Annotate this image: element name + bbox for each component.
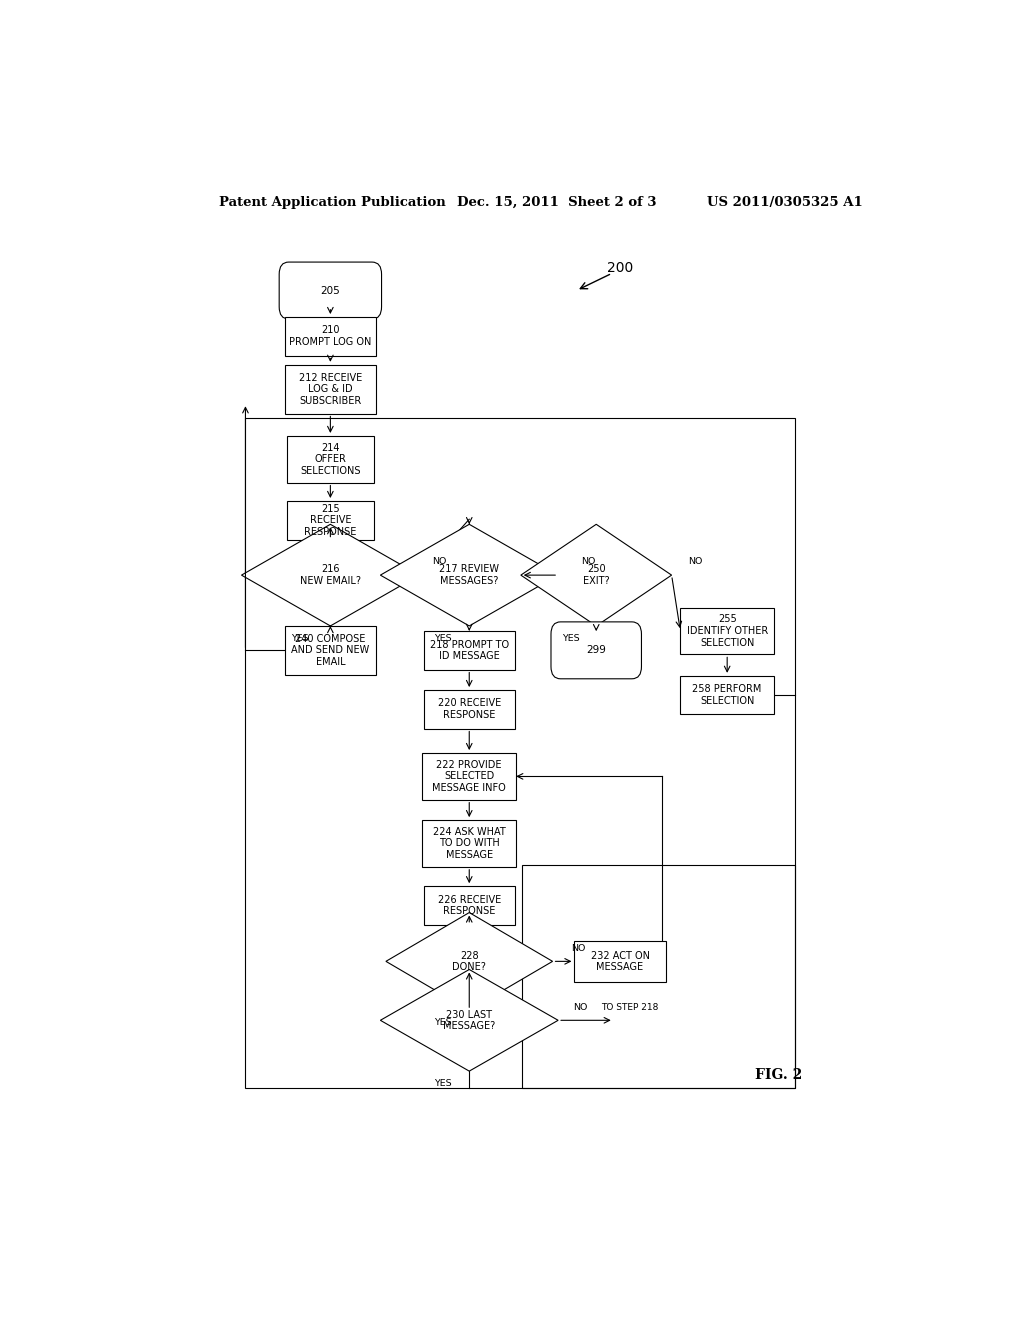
Text: 228
DONE?: 228 DONE? <box>453 950 486 972</box>
Bar <box>246 417 796 1089</box>
Polygon shape <box>386 912 553 1010</box>
Text: 299: 299 <box>587 645 606 655</box>
Text: YES: YES <box>562 634 580 643</box>
Polygon shape <box>380 524 558 626</box>
Text: 200: 200 <box>607 261 633 275</box>
Text: NO: NO <box>570 944 585 953</box>
Polygon shape <box>242 524 419 626</box>
FancyBboxPatch shape <box>680 607 774 655</box>
Text: NO: NO <box>432 557 446 566</box>
Text: NO: NO <box>573 1003 588 1011</box>
Text: 255
IDENTIFY OTHER
SELECTION: 255 IDENTIFY OTHER SELECTION <box>686 614 768 648</box>
Text: 226 RECEIVE
RESPONSE: 226 RECEIVE RESPONSE <box>437 895 501 916</box>
Text: YES: YES <box>434 634 452 643</box>
Text: NO: NO <box>581 557 596 566</box>
Text: TO STEP 218: TO STEP 218 <box>601 1003 658 1011</box>
Text: 217 REVIEW
MESSAGES?: 217 REVIEW MESSAGES? <box>439 565 500 586</box>
FancyBboxPatch shape <box>285 626 376 675</box>
Text: 216
NEW EMAIL?: 216 NEW EMAIL? <box>300 565 360 586</box>
Text: 240 COMPOSE
AND SEND NEW
EMAIL: 240 COMPOSE AND SEND NEW EMAIL <box>291 634 370 667</box>
FancyBboxPatch shape <box>424 690 515 729</box>
Text: NO: NO <box>688 557 702 566</box>
FancyBboxPatch shape <box>574 941 666 982</box>
FancyBboxPatch shape <box>551 622 641 678</box>
FancyBboxPatch shape <box>424 631 515 669</box>
Text: Dec. 15, 2011  Sheet 2 of 3: Dec. 15, 2011 Sheet 2 of 3 <box>458 195 656 209</box>
Text: 222 PROVIDE
SELECTED
MESSAGE INFO: 222 PROVIDE SELECTED MESSAGE INFO <box>432 760 506 793</box>
Polygon shape <box>380 969 558 1071</box>
FancyBboxPatch shape <box>423 752 516 800</box>
FancyBboxPatch shape <box>280 263 382 319</box>
Text: 210
PROMPT LOG ON: 210 PROMPT LOG ON <box>289 326 372 347</box>
Text: 205: 205 <box>321 285 340 296</box>
Text: YES: YES <box>434 1078 452 1088</box>
FancyBboxPatch shape <box>287 500 374 540</box>
FancyBboxPatch shape <box>285 364 376 413</box>
Text: 230 LAST
MESSAGE?: 230 LAST MESSAGE? <box>443 1010 496 1031</box>
Text: YES: YES <box>434 1018 452 1027</box>
Text: 258 PERFORM
SELECTION: 258 PERFORM SELECTION <box>692 684 762 706</box>
Text: YES: YES <box>292 634 309 643</box>
Text: 214
OFFER
SELECTIONS: 214 OFFER SELECTIONS <box>300 442 360 475</box>
FancyBboxPatch shape <box>423 820 516 867</box>
Text: 232 ACT ON
MESSAGE: 232 ACT ON MESSAGE <box>591 950 649 972</box>
Text: 220 RECEIVE
RESPONSE: 220 RECEIVE RESPONSE <box>437 698 501 721</box>
FancyBboxPatch shape <box>680 676 774 714</box>
FancyBboxPatch shape <box>424 886 515 925</box>
Text: 215
RECEIVE
RESPONSE: 215 RECEIVE RESPONSE <box>304 504 356 537</box>
Text: 212 RECEIVE
LOG & ID
SUBSCRIBER: 212 RECEIVE LOG & ID SUBSCRIBER <box>299 372 362 405</box>
Text: 218 PROMPT TO
ID MESSAGE: 218 PROMPT TO ID MESSAGE <box>430 639 509 661</box>
Text: 224 ASK WHAT
TO DO WITH
MESSAGE: 224 ASK WHAT TO DO WITH MESSAGE <box>433 826 506 861</box>
Text: Patent Application Publication: Patent Application Publication <box>219 195 446 209</box>
Text: US 2011/0305325 A1: US 2011/0305325 A1 <box>708 195 863 209</box>
FancyBboxPatch shape <box>285 317 376 355</box>
Bar <box>522 865 796 1089</box>
Polygon shape <box>521 524 672 626</box>
FancyBboxPatch shape <box>287 436 374 483</box>
Text: FIG. 2: FIG. 2 <box>755 1068 803 1082</box>
Text: 250
EXIT?: 250 EXIT? <box>583 565 609 586</box>
